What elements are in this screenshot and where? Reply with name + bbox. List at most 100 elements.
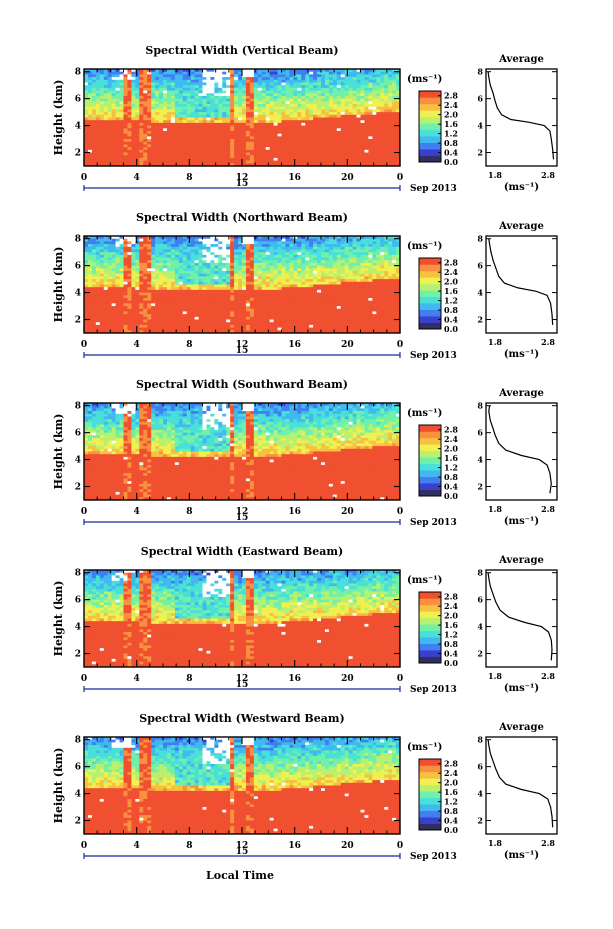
- average-x-label: (ms⁻¹): [504, 182, 539, 193]
- colorbar-unit-label: (ms⁻¹): [407, 742, 442, 753]
- average-profile-line: [487, 572, 553, 661]
- x-tick-label: 16: [288, 674, 301, 684]
- x-tick-label: 20: [341, 173, 354, 183]
- x-tick-label: 0: [81, 173, 87, 183]
- average-profile: Average 2 4 6 8 1.8 2.8(ms⁻¹): [477, 388, 558, 527]
- panel-1: Spectral Width (Vertical Beam) Height (km…: [52, 44, 558, 194]
- average-x-tick-label: 2.8: [541, 337, 555, 347]
- colorbar-swatch: [419, 316, 441, 323]
- average-title: Average: [498, 388, 544, 399]
- x-tick-label: 0: [81, 841, 87, 851]
- x-axis-title: Local Time: [206, 869, 274, 882]
- average-profile: Average 2 4 6 8 1.8 2.8(ms⁻¹): [477, 221, 558, 360]
- colorbar-swatch: [419, 604, 441, 612]
- colorbar-tick-label: 0.4: [444, 482, 458, 492]
- colorbar-swatch: [419, 765, 441, 773]
- colorbar-tick-label: 1.2: [444, 463, 458, 473]
- heatmap-cells: [84, 737, 401, 835]
- colorbar-swatch: [419, 656, 441, 664]
- colorbar-swatch: [419, 296, 441, 304]
- colorbar-swatch: [419, 463, 441, 471]
- y-tick-label: 2: [75, 817, 81, 827]
- average-y-tick-label: 4: [477, 622, 483, 632]
- average-x-label: (ms⁻¹): [504, 850, 539, 861]
- x-tick-label: 4: [134, 841, 140, 851]
- average-y-tick-label: 6: [477, 261, 483, 271]
- y-tick-label: 6: [75, 262, 81, 272]
- y-tick-label: 2: [75, 650, 81, 660]
- colorbar-swatch: [419, 258, 441, 265]
- panel-2: Spectral Width (Northward Beam) Height (k…: [52, 211, 558, 361]
- colorbar-unit-label: (ms⁻¹): [407, 575, 442, 586]
- colorbar-swatch: [419, 110, 441, 118]
- y-axis-label: Height (km): [52, 80, 65, 156]
- colorbar-swatch: [419, 322, 441, 330]
- heatmap-cells: [84, 403, 401, 501]
- colorbar-tick-label: 2.4: [444, 100, 458, 110]
- colorbar-tick-label: 0.8: [444, 305, 458, 315]
- colorbar-unit-label: (ms⁻¹): [407, 74, 442, 85]
- y-tick-label: 4: [75, 623, 81, 633]
- colorbar-swatch: [419, 91, 441, 98]
- y-tick-label: 2: [75, 149, 81, 159]
- x-tick-label: 16: [288, 173, 301, 183]
- colorbar-swatch: [419, 283, 441, 291]
- colorbar-swatch: [419, 470, 441, 477]
- x-tick-label: 12: [236, 507, 249, 517]
- average-x-tick-label: 2.8: [541, 838, 555, 848]
- average-x-tick-label: 1.8: [488, 838, 502, 848]
- colorbar-tick-label: 2.8: [444, 425, 458, 435]
- average-y-tick-label: 6: [477, 428, 483, 438]
- average-y-tick-label: 2: [477, 148, 483, 158]
- x-tick-label: 12: [236, 841, 249, 851]
- x-tick-label: 0: [397, 340, 403, 350]
- average-y-tick-label: 2: [477, 482, 483, 492]
- average-profile: Average 2 4 6 8 1.8 2.8(ms⁻¹): [477, 54, 558, 193]
- colorbar-swatch: [419, 650, 441, 657]
- x-tick-label: 20: [341, 507, 354, 517]
- colorbar-swatch: [419, 592, 441, 599]
- y-tick-label: 2: [75, 483, 81, 493]
- average-y-tick-label: 8: [477, 568, 483, 578]
- average-x-tick-label: 2.8: [541, 170, 555, 180]
- panel-title: Spectral Width (Eastward Beam): [141, 545, 343, 558]
- date-label: Sep 2013: [410, 184, 457, 194]
- x-tick-label: 4: [134, 674, 140, 684]
- panel-title: Spectral Width (Southward Beam): [136, 378, 348, 391]
- panel-4: Spectral Width (Eastward Beam) Height (km…: [52, 545, 558, 695]
- x-tick-label: 12: [236, 173, 249, 183]
- average-profile-line: [488, 405, 552, 494]
- colorbar-tick-label: 2.4: [444, 267, 458, 277]
- y-axis-label: Height (km): [52, 247, 65, 323]
- colorbar-swatch: [419, 264, 441, 272]
- colorbar-swatch: [419, 270, 441, 278]
- x-tick-label: 16: [288, 340, 301, 350]
- colorbar-swatch: [419, 431, 441, 439]
- colorbar-swatch: [419, 817, 441, 824]
- colorbar-unit-label: (ms⁻¹): [407, 408, 442, 419]
- x-tick-label: 4: [134, 507, 140, 517]
- colorbar-tick-label: 1.2: [444, 797, 458, 807]
- colorbar-tick-label: 2.8: [444, 258, 458, 268]
- colorbar-swatch: [419, 277, 441, 285]
- colorbar-tick-label: 1.2: [444, 296, 458, 306]
- y-tick-label: 4: [75, 456, 81, 466]
- colorbar-swatch: [419, 643, 441, 651]
- heatmap-cells: [84, 236, 401, 334]
- average-x-tick-label: 1.8: [488, 671, 502, 681]
- colorbar-swatch: [419, 450, 441, 458]
- colorbar-tick-label: 0.8: [444, 472, 458, 482]
- colorbar-tick-label: 0.0: [444, 658, 458, 668]
- colorbar-tick-label: 2.8: [444, 592, 458, 602]
- colorbar-swatch: [419, 617, 441, 625]
- x-tick-label: 0: [397, 173, 403, 183]
- average-y-tick-label: 8: [477, 234, 483, 244]
- x-tick-label: 20: [341, 841, 354, 851]
- y-tick-label: 8: [75, 736, 81, 746]
- y-tick-label: 6: [75, 95, 81, 105]
- average-x-tick-label: 1.8: [488, 170, 502, 180]
- x-tick-label: 16: [288, 507, 301, 517]
- colorbar-tick-label: 0.4: [444, 816, 458, 826]
- x-tick-label: 12: [236, 674, 249, 684]
- colorbar-tick-label: 0.0: [444, 324, 458, 334]
